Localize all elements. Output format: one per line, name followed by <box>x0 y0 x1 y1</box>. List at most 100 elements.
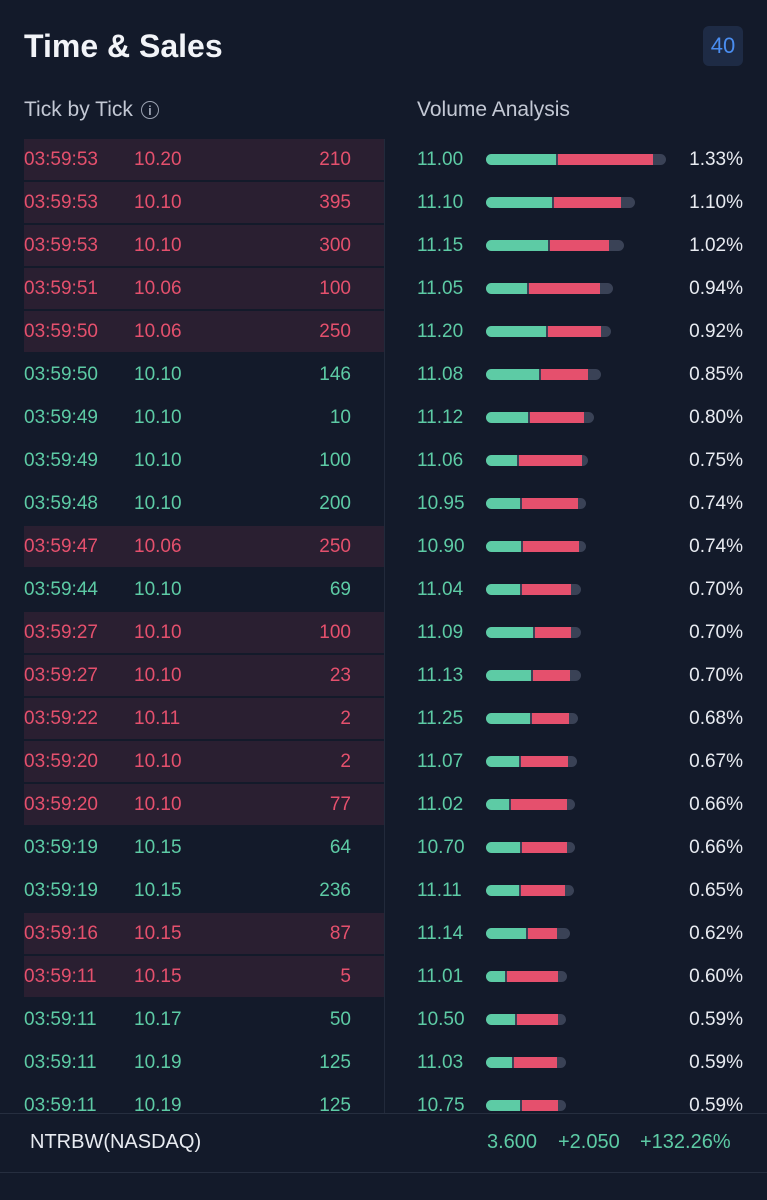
sell-volume-segment <box>533 670 570 681</box>
tick-row: 03:59:11 10.19 125 <box>24 1042 384 1083</box>
tick-row: 03:59:27 10.10 100 <box>24 612 384 653</box>
volume-price: 11.02 <box>417 794 464 815</box>
volume-price: 11.09 <box>417 622 464 643</box>
sell-volume-segment <box>541 369 588 380</box>
tick-price: 10.15 <box>134 837 182 858</box>
volume-bar <box>486 498 586 509</box>
tick-time: 03:59:11 <box>24 1052 97 1073</box>
tick-volume: 100 <box>319 622 351 643</box>
tick-row: 03:59:11 10.19 125 <box>24 1085 384 1126</box>
sell-volume-segment <box>507 971 558 982</box>
volume-price: 10.70 <box>417 837 465 858</box>
tick-price: 10.06 <box>134 278 182 299</box>
volume-row: 11.11 0.65% <box>417 870 743 913</box>
tick-time: 03:59:51 <box>24 278 98 299</box>
tick-time: 03:59:11 <box>24 1009 97 1030</box>
buy-volume-segment <box>486 197 552 208</box>
sell-volume-segment <box>521 756 568 767</box>
tick-price: 10.10 <box>134 450 182 471</box>
sell-volume-segment <box>535 627 571 638</box>
volume-price: 11.08 <box>417 364 464 385</box>
volume-price: 11.07 <box>417 751 464 772</box>
volume-bar <box>486 326 611 337</box>
tick-price: 10.10 <box>134 794 182 815</box>
volume-bar <box>486 971 567 982</box>
sell-volume-segment <box>511 799 567 810</box>
volume-bar <box>486 885 574 896</box>
tick-price: 10.06 <box>134 321 182 342</box>
tick-row: 03:59:22 10.11 2 <box>24 698 384 739</box>
tick-time: 03:59:47 <box>24 536 98 557</box>
tick-list[interactable]: 03:59:53 10.20 210 03:59:53 10.10 395 03:59:53… <box>24 139 384 1128</box>
tick-price: 10.10 <box>134 192 182 213</box>
tick-volume: 2 <box>340 708 351 729</box>
tick-time: 03:59:27 <box>24 622 98 643</box>
buy-volume-segment <box>486 1057 512 1068</box>
buy-volume-segment <box>486 627 533 638</box>
volume-row: 11.13 0.70% <box>417 655 743 698</box>
volume-percent: 0.74% <box>689 536 743 557</box>
tick-volume: 87 <box>329 923 351 944</box>
tick-volume: 10 <box>329 407 351 428</box>
tick-volume: 77 <box>329 794 351 815</box>
sell-volume-segment <box>532 713 569 724</box>
sell-volume-segment <box>550 240 609 251</box>
volume-price: 11.14 <box>417 923 464 944</box>
tick-time: 03:59:11 <box>24 966 97 987</box>
tick-volume: 125 <box>319 1095 351 1116</box>
sell-volume-segment <box>548 326 601 337</box>
tick-price: 10.19 <box>134 1052 182 1073</box>
tick-time: 03:59:20 <box>24 751 98 772</box>
tick-time: 03:59:49 <box>24 450 98 471</box>
volume-percent: 0.59% <box>689 1052 743 1073</box>
tick-price: 10.17 <box>134 1009 182 1030</box>
volume-percent: 0.62% <box>689 923 743 944</box>
tick-row: 03:59:16 10.15 87 <box>24 913 384 954</box>
volume-bar <box>486 1100 566 1111</box>
tick-row: 03:59:53 10.10 300 <box>24 225 384 266</box>
sell-volume-segment <box>522 584 571 595</box>
sell-volume-segment <box>522 842 567 853</box>
buy-volume-segment <box>486 1100 520 1111</box>
tick-price: 10.10 <box>134 493 182 514</box>
tick-row: 03:59:19 10.15 236 <box>24 870 384 911</box>
tick-time: 03:59:53 <box>24 192 98 213</box>
volume-percent: 0.80% <box>689 407 743 428</box>
volume-percent: 1.10% <box>689 192 743 213</box>
sell-volume-segment <box>530 412 584 423</box>
volume-row: 11.01 0.60% <box>417 956 743 999</box>
volume-bar <box>486 842 575 853</box>
tick-time: 03:59:11 <box>24 1095 97 1116</box>
tick-price: 10.10 <box>134 622 182 643</box>
volume-bar <box>486 584 581 595</box>
count-badge-button[interactable]: 40 <box>703 26 743 66</box>
volume-bar <box>486 541 586 552</box>
tick-volume: 100 <box>319 278 351 299</box>
volume-row: 11.04 0.70% <box>417 569 743 612</box>
info-icon[interactable]: i <box>140 101 159 119</box>
buy-volume-segment <box>486 713 530 724</box>
volume-analysis-list[interactable]: 11.00 1.33% 11.10 1.10% 11.15 1.02% 11.05 0.94%… <box>417 139 743 1128</box>
tick-time: 03:59:22 <box>24 708 98 729</box>
tick-volume: 2 <box>340 751 351 772</box>
volume-row: 11.03 0.59% <box>417 1042 743 1085</box>
quote-footer[interactable]: NTRBW(NASDAQ) 3.600 +2.050 +132.26% <box>0 1113 767 1173</box>
tick-volume: 300 <box>319 235 351 256</box>
buy-volume-segment <box>486 455 517 466</box>
volume-row: 10.90 0.74% <box>417 526 743 569</box>
sell-volume-segment <box>522 1100 558 1111</box>
volume-bar <box>486 928 570 939</box>
volume-row: 11.09 0.70% <box>417 612 743 655</box>
sell-volume-segment <box>517 1014 558 1025</box>
volume-row: 10.95 0.74% <box>417 483 743 526</box>
tick-volume: 69 <box>329 579 351 600</box>
buy-volume-segment <box>486 842 520 853</box>
volume-bar <box>486 197 635 208</box>
volume-price: 11.20 <box>417 321 464 342</box>
buy-volume-segment <box>486 1014 515 1025</box>
buy-volume-segment <box>486 756 519 767</box>
tick-volume: 146 <box>319 364 351 385</box>
tick-time: 03:59:19 <box>24 837 98 858</box>
tick-time: 03:59:53 <box>24 149 98 170</box>
buy-volume-segment <box>486 971 505 982</box>
